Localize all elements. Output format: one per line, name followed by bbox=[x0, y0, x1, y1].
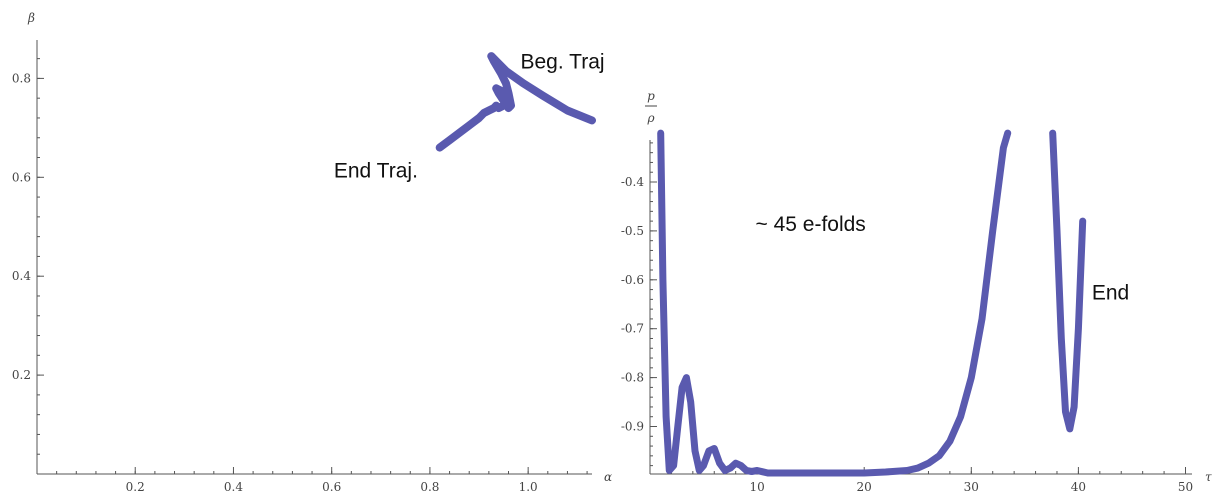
equation-of-state-y-tick-label: -0.5 bbox=[621, 224, 644, 238]
trajectory-y-tick-label: 0.2 bbox=[12, 368, 31, 382]
eos-y-axis-label-denominator: ρ bbox=[646, 111, 654, 125]
equation-of-state-y-tick-label: -0.4 bbox=[621, 175, 645, 189]
equation-of-state-annotation-0: ~ 45 e-folds bbox=[755, 213, 865, 236]
trajectory-chart: βα 0.2 0.4 0.6 0.8 1.00.20.40.60.8 Beg. Traj… bbox=[12, 11, 612, 494]
trajectory-y-tick-label: 0.6 bbox=[12, 170, 31, 184]
trajectory-y-tick-label: 0.4 bbox=[12, 269, 31, 283]
equation-of-state-x-tick-label: 10 bbox=[749, 480, 764, 494]
trajectory-annotation-0: Beg. Traj bbox=[521, 51, 605, 74]
trajectory-x-tick-label: 0.2 bbox=[126, 480, 145, 494]
trajectory-ticks: 0.2 0.4 0.6 0.8 1.0 0.2 0.4 0.6 0.8 bbox=[12, 58, 588, 494]
equation-of-state-x-tick-label: 50 bbox=[1178, 480, 1193, 494]
equation-of-state-x-tick-label: 30 bbox=[964, 480, 979, 494]
trajectory-axes: βα bbox=[27, 11, 612, 484]
trajectory-x-tick-label: 0.8 bbox=[420, 480, 439, 494]
equation-of-state-x-tick-label: 20 bbox=[857, 480, 872, 494]
equation-of-state-series-line-0-1 bbox=[1049, 129, 1087, 433]
eos-x-axis-label: τ bbox=[1205, 470, 1212, 484]
equation-of-state-annotations: ~ 45 e-folds End bbox=[755, 213, 1129, 304]
trajectory-y-axis-label: β bbox=[27, 11, 35, 25]
trajectory-x-tick-label: 0.4 bbox=[224, 480, 243, 494]
trajectory-annotation-1: End Traj. bbox=[334, 159, 418, 182]
trajectory-y-tick-label: 0.8 bbox=[12, 71, 31, 85]
equation-of-state-x-tick-label: 40 bbox=[1071, 480, 1086, 494]
trajectory-x-axis-label: α bbox=[604, 470, 612, 484]
equation-of-state-chart: pρ τ 10 20 30 40 50 -0.4 -0.5 -0.6 -0.7 -0.8 -0.9 ~… bbox=[621, 89, 1212, 494]
equation-of-state-y-tick-label: -0.9 bbox=[621, 420, 644, 434]
equation-of-state-curve-layer bbox=[657, 129, 1087, 477]
equation-of-state-ticks: 10 20 30 40 50 -0.4 -0.5 -0.6 -0.7 -0.8 -0.9 bbox=[621, 142, 1193, 494]
equation-of-state-annotation-1: End bbox=[1092, 281, 1129, 304]
trajectory-x-tick-label: 1.0 bbox=[519, 480, 538, 494]
eos-y-axis-label-numerator: p bbox=[647, 89, 655, 103]
trajectory-annotations: Beg. Traj End Traj. bbox=[334, 51, 605, 183]
equation-of-state-y-tick-label: -0.7 bbox=[621, 322, 644, 336]
equation-of-state-y-tick-label: -0.6 bbox=[621, 273, 644, 287]
equation-of-state-axes: pρ τ bbox=[645, 89, 1212, 484]
trajectory-series-line-0-0 bbox=[435, 52, 596, 152]
equation-of-state-series-line-0-0 bbox=[657, 129, 1012, 477]
trajectory-x-tick-label: 0.6 bbox=[322, 480, 341, 494]
equation-of-state-y-tick-label: -0.8 bbox=[621, 371, 644, 385]
trajectory-curve-layer bbox=[435, 52, 596, 152]
